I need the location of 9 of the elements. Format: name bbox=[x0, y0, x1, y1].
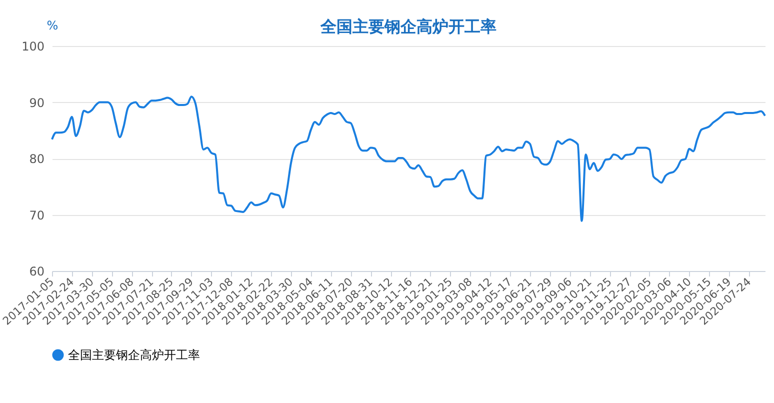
y-tick-label: 60 bbox=[29, 264, 44, 278]
legend-label: 全国主要钢企高炉开工率 bbox=[68, 348, 200, 362]
line-series bbox=[51, 96, 766, 222]
y-tick-label: 80 bbox=[29, 152, 44, 166]
y-axis-title: % bbox=[46, 18, 58, 32]
chart-title: 全国主要钢企高炉开工率 bbox=[320, 17, 496, 36]
y-tick-label: 90 bbox=[29, 96, 44, 110]
y-tick-label: 70 bbox=[29, 208, 44, 222]
y-tick-label: 100 bbox=[22, 40, 44, 54]
